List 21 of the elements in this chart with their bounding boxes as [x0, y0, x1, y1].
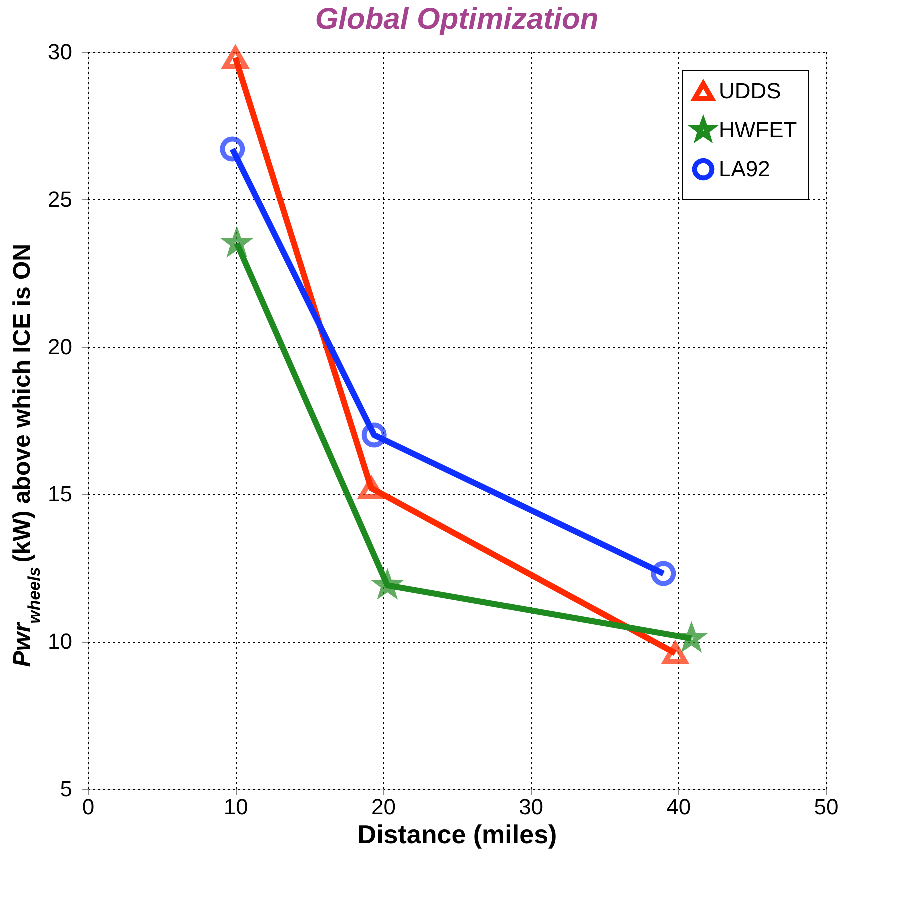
y-tick-label: 15: [48, 482, 72, 507]
point: [651, 561, 676, 586]
legend-label: HWFET: [719, 118, 798, 142]
legend-label: UDDS: [719, 78, 782, 104]
point: [220, 136, 246, 162]
y-tick-label: 25: [48, 186, 72, 212]
legend-label: LA92: [719, 156, 770, 182]
point: [362, 422, 387, 448]
y-tick-label: 20: [48, 334, 72, 360]
x-tick-label: 10: [224, 794, 248, 820]
x-tick-label: 30: [519, 794, 544, 820]
y-tick-label: 10: [48, 629, 72, 654]
y-tick-label: 30: [48, 40, 72, 64]
x-tick-label: 50: [814, 794, 839, 820]
y-axis-title: Pwrwheels (kW) above which ICE is ON: [9, 244, 44, 668]
x-tick-label: 20: [371, 794, 396, 820]
chart-title: Global Optimization: [315, 3, 599, 36]
x-tick-label: 40: [666, 794, 692, 820]
x-axis-title: Distance (miles): [358, 820, 558, 850]
x-tick-label: 0: [82, 794, 95, 820]
y-tick-label: 5: [60, 776, 72, 802]
